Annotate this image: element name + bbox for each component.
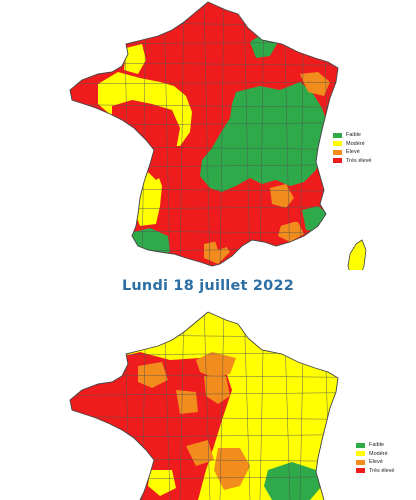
bottom-map-fills: [70, 312, 338, 500]
legend-swatch: [333, 132, 342, 138]
legend-bottom: Faible Modéré Elevé Très élevé: [356, 441, 394, 475]
legend-label: Elevé: [369, 459, 383, 465]
region-fill: [148, 470, 176, 496]
legend-swatch: [333, 149, 342, 155]
legend-item: Très élevé: [333, 157, 371, 166]
date-heading: Lundi 18 juillet 2022: [121, 278, 295, 294]
legend-label: Modéré: [369, 450, 388, 457]
legend-top: Faible Modéré Elevé Très élevé: [333, 131, 371, 165]
region-fill: [138, 362, 168, 388]
legend-swatch: [356, 451, 365, 457]
region-fill: [186, 440, 214, 466]
region-fill: [264, 462, 322, 500]
legend-swatch: [333, 141, 342, 147]
region-fill: [124, 44, 146, 74]
region-fill: [300, 72, 330, 96]
legend-swatch: [356, 468, 365, 474]
region-fill: [204, 376, 230, 404]
france-outline: [69, 1, 339, 267]
legend-item: Elevé: [333, 148, 371, 157]
legend-swatch: [333, 158, 342, 164]
corsica: [347, 239, 367, 270]
region-fill: [214, 448, 250, 490]
legend-label: Modéré: [346, 140, 365, 147]
legend-item: Modéré: [333, 140, 371, 149]
legend-item: Modéré: [356, 450, 394, 459]
legend-item: Faible: [333, 131, 371, 140]
region-fill: [214, 208, 294, 250]
legend-item: Elevé: [356, 458, 394, 467]
risk-map-bottom: [69, 311, 339, 500]
region-fill: [278, 222, 304, 242]
department-borders: [70, 312, 338, 500]
legend-label: Faible: [346, 132, 361, 138]
legend-item: Faible: [356, 441, 394, 450]
region-fill: [176, 390, 198, 414]
legend-item: Très élevé: [356, 467, 394, 476]
france-outline: [69, 311, 339, 500]
region-fill: [200, 82, 328, 192]
legend-label: Très élevé: [346, 157, 372, 164]
legend-label: Elevé: [346, 149, 360, 155]
legend-label: Faible: [369, 442, 384, 448]
region-fill: [302, 206, 330, 232]
risk-map-top: [69, 1, 367, 270]
legend-swatch: [356, 459, 365, 465]
legend-swatch: [356, 442, 365, 448]
legend-label: Très élevé: [369, 467, 395, 474]
